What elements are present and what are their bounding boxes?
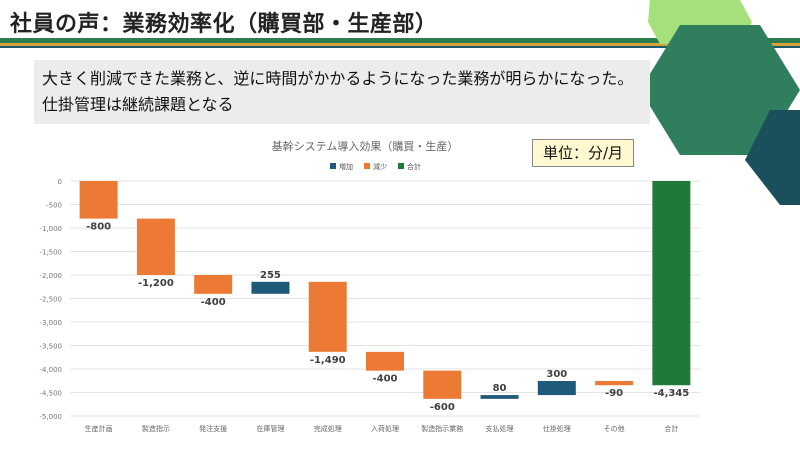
data-label: -1,490	[310, 355, 346, 366]
data-label: -4,345	[653, 388, 689, 399]
y-axis: 0 -500 -1,000 -1,500 -2,000 -2,500 -3,000 -3,50…	[39, 178, 62, 421]
unit-label: 単位：分/月	[532, 139, 634, 167]
y-tick-label: -2,000	[39, 272, 62, 280]
callout-line-1: 大きく削減できた業務と、逆に時間がかかるようになった業務が明らかになった。	[42, 69, 634, 88]
y-tick-label: -3,500	[39, 343, 62, 351]
data-label: -1,200	[138, 278, 174, 289]
y-tick-label: -5,000	[39, 413, 62, 421]
data-label: -600	[430, 402, 455, 413]
x-axis: 生産計画 製造指示 発注支援 在庫管理 完成処理 入荷処理 製造指示業務 支払処理 仕掛処理 その…	[85, 424, 679, 433]
data-label: -800	[86, 222, 111, 233]
callout-line-2: 仕掛管理は継続課題となる	[42, 95, 234, 114]
bar	[423, 370, 462, 399]
x-tick-label: 完成処理	[314, 424, 342, 433]
y-tick-label: -1,000	[39, 225, 62, 233]
chart-bars	[79, 181, 691, 399]
legend-swatch	[364, 163, 370, 169]
bar	[308, 281, 347, 352]
bar	[652, 181, 691, 386]
data-label: -400	[372, 374, 397, 385]
y-tick-label: -2,500	[39, 296, 62, 304]
chart-title: 基幹システム導入効果（購買・生産）	[272, 139, 459, 153]
data-label: 300	[546, 369, 567, 380]
data-label: 80	[493, 383, 507, 394]
y-tick-label: -4,000	[39, 366, 62, 374]
x-tick-label: 入荷処理	[371, 424, 399, 433]
bar	[366, 351, 404, 371]
legend-swatch	[330, 163, 336, 169]
bar	[79, 181, 118, 219]
callout-box: 大きく削減できた業務と、逆に時間がかかるようになった業務が明らかになった。 仕掛…	[34, 60, 650, 124]
legend-label: 増加	[339, 162, 353, 171]
x-tick-label: 製造指示業務	[421, 424, 463, 433]
legend-label: 減少	[373, 162, 387, 171]
header-band-teal	[0, 46, 800, 48]
bar	[136, 218, 175, 275]
bar	[537, 380, 576, 396]
legend-swatch	[398, 163, 404, 169]
bar	[251, 281, 290, 294]
data-label: -400	[201, 297, 226, 308]
y-tick-label: -500	[46, 202, 62, 210]
data-label: -90	[605, 388, 623, 399]
x-tick-label: その他	[604, 424, 625, 433]
waterfall-chart: 基幹システム導入効果（購買・生産） 増加 減少 合計 0-500-1,000-1,5…	[39, 139, 700, 433]
y-tick-label: -4,500	[39, 390, 62, 398]
data-labels: -800 -1,200 -400 255 -1,490 -400 -600 80 300 -90 -…	[86, 222, 689, 413]
slide-title: 社員の声：業務効率化（購買部・生産部）	[10, 12, 438, 37]
x-tick-label: 仕掛処理	[543, 424, 571, 433]
chart-legend: 増加 減少 合計	[330, 162, 421, 171]
x-tick-label: 支払処理	[486, 424, 514, 433]
bar	[194, 275, 233, 294]
header-band-green	[0, 38, 800, 43]
x-tick-label: 生産計画	[85, 424, 113, 433]
header-band-orange	[0, 43, 800, 46]
y-tick-label: -1,500	[39, 249, 62, 257]
y-tick-label: 0	[58, 178, 62, 186]
x-tick-label: 在庫管理	[256, 424, 284, 433]
bar	[595, 380, 634, 386]
x-tick-label: 合計	[664, 424, 678, 433]
data-label: 255	[260, 270, 281, 281]
x-tick-label: 製造指示	[142, 424, 170, 433]
bar	[480, 395, 519, 399]
y-tick-label: -3,000	[39, 319, 62, 327]
x-tick-label: 発注支援	[199, 424, 227, 433]
legend-label: 合計	[407, 162, 421, 171]
